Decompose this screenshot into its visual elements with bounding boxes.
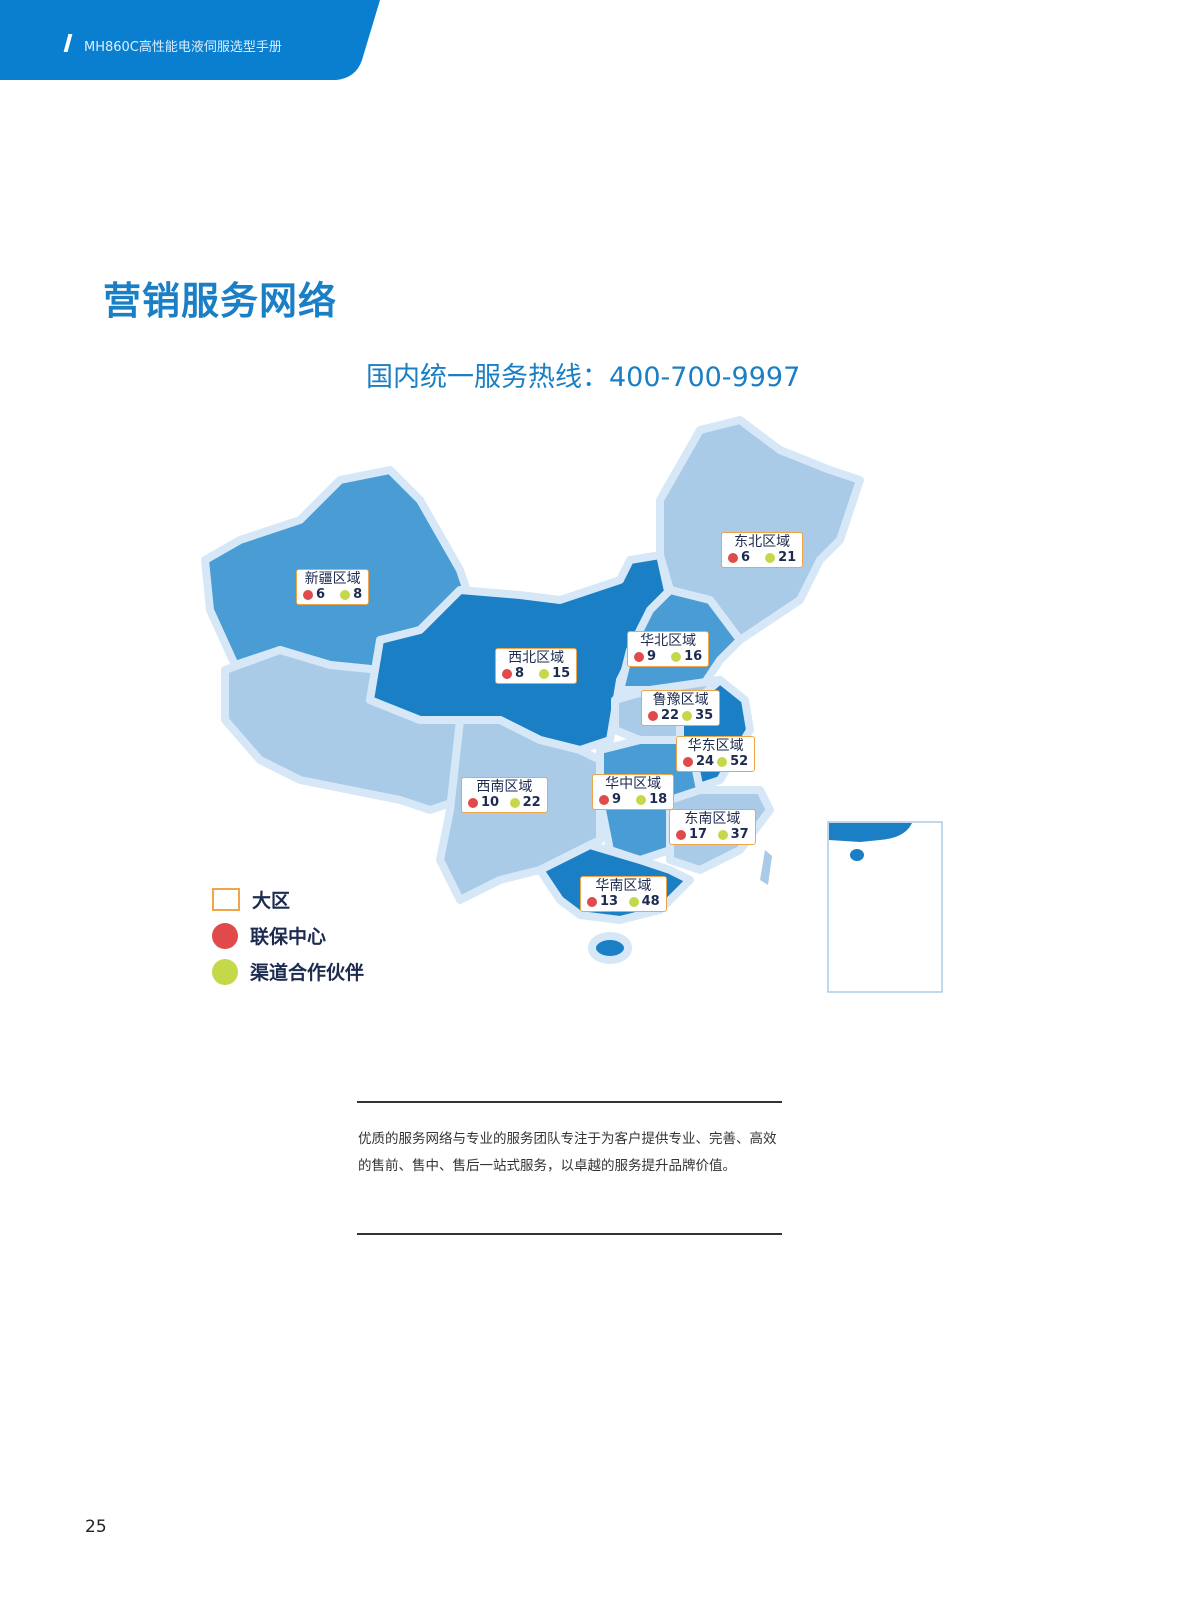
partner-count: 22 <box>522 795 541 810</box>
partner-count: 16 <box>684 649 703 664</box>
service-center-count: 9 <box>612 792 622 807</box>
document-title: MH860C高性能电液伺服选型手册 <box>84 40 282 55</box>
partner-icon <box>717 757 728 767</box>
service-center-count: 8 <box>515 666 525 681</box>
service-center-count: 13 <box>600 894 619 909</box>
service-center-icon <box>599 795 609 805</box>
region-label-luyu: 鲁豫区域 22 35 <box>641 690 721 726</box>
service-center-icon <box>303 590 313 600</box>
service-center-count: 9 <box>647 649 657 664</box>
page-number: 25 <box>85 1517 107 1537</box>
partner-icon <box>717 830 728 840</box>
partner-count: 48 <box>641 894 660 909</box>
partner-icon <box>765 553 776 563</box>
legend-label: 渠道合作伙伴 <box>250 962 365 984</box>
service-center-count: 10 <box>481 795 500 810</box>
description-paragraph: 优质的服务网络与专业的服务团队专注于为客户提供专业、完善、高效的售前、售中、售后… <box>358 1131 777 1174</box>
partner-icon <box>682 711 693 721</box>
page-title: 营销服务网络 <box>103 279 338 323</box>
service-hotline: 国内统一服务热线：400-700-9997 <box>366 362 801 393</box>
region-name: 东北区域 <box>734 534 791 550</box>
partner-icon <box>628 897 639 907</box>
service-center-count: 24 <box>696 754 715 769</box>
region-name: 西南区域 <box>476 779 533 795</box>
service-center-icon <box>468 798 478 808</box>
region-label-north: 华北区域 9 16 <box>627 631 710 667</box>
south-china-sea-inset <box>827 821 943 993</box>
region-label-central: 华中区域 9 18 <box>592 774 675 810</box>
hainan-island <box>588 932 632 964</box>
legend-item-service-center: 联保中心 <box>212 922 326 949</box>
partner-count: 37 <box>730 827 749 842</box>
partner-icon <box>509 798 520 808</box>
service-center-icon <box>676 830 686 840</box>
region-name: 东南区域 <box>684 811 741 827</box>
service-center-icon <box>683 757 693 767</box>
region-label-northeast: 东北区域 6 21 <box>721 532 804 568</box>
legend-item-region: 大区 <box>212 886 290 913</box>
service-center-icon <box>502 669 512 679</box>
partner-count: 8 <box>353 587 363 602</box>
partner-icon <box>340 590 351 600</box>
partner-icon <box>636 795 647 805</box>
region-label-east: 华东区域 24 52 <box>676 736 756 772</box>
region-label-xinjiang: 新疆区域 6 8 <box>296 569 370 605</box>
china-service-map <box>201 416 943 993</box>
divider-top <box>357 1101 782 1103</box>
region-label-southwest: 西南区域 10 22 <box>461 777 548 813</box>
partner-count: 18 <box>649 792 668 807</box>
service-center-icon <box>728 553 738 563</box>
partner-count: 35 <box>695 708 714 723</box>
region-label-southeast: 东南区域 17 37 <box>669 809 756 845</box>
legend-label: 联保中心 <box>250 926 327 948</box>
region-name: 华北区域 <box>640 633 697 649</box>
service-center-icon <box>212 922 238 949</box>
service-center-count: 6 <box>316 587 326 602</box>
service-center-icon <box>648 711 658 721</box>
region-name: 华南区域 <box>595 878 652 894</box>
region-name: 西北区域 <box>508 650 565 666</box>
service-center-count: 6 <box>741 550 751 565</box>
service-center-icon <box>587 897 597 907</box>
legend-label: 大区 <box>252 890 291 912</box>
region-label-south: 华南区域 13 48 <box>580 876 667 912</box>
legend-item-partner: 渠道合作伙伴 <box>212 958 364 985</box>
region-name: 华中区域 <box>605 776 662 792</box>
service-center-icon <box>634 652 644 662</box>
partner-icon <box>539 669 550 679</box>
region-name: 华东区域 <box>687 738 744 754</box>
region-box-icon <box>212 888 240 911</box>
region-name: 鲁豫区域 <box>652 692 709 708</box>
partner-count: 52 <box>730 754 749 769</box>
region-name: 新疆区域 <box>304 571 361 587</box>
partner-count: 15 <box>552 666 571 681</box>
taiwan-island <box>760 850 772 885</box>
divider-bottom <box>357 1233 782 1235</box>
partner-icon <box>671 652 682 662</box>
partner-icon <box>212 958 238 985</box>
service-center-count: 17 <box>689 827 708 842</box>
header-banner <box>0 0 380 80</box>
region-label-northwest: 西北区域 8 15 <box>495 648 578 684</box>
service-center-count: 22 <box>661 708 680 723</box>
partner-count: 21 <box>778 550 797 565</box>
